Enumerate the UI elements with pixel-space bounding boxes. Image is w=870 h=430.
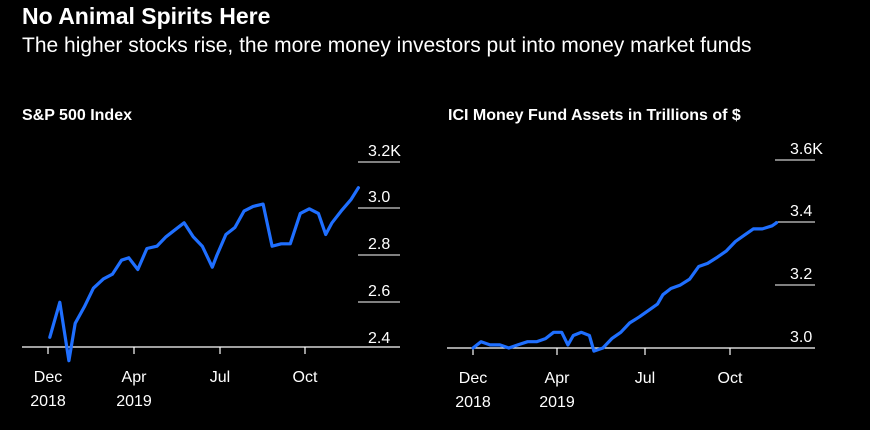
y-tick-label: 3.0 [790, 329, 812, 346]
chart-subtitle: The higher stocks rise, the more money i… [22, 34, 752, 57]
x-tick-label: Oct [293, 369, 318, 386]
x-tick-year-label: 2018 [455, 394, 491, 411]
x-tick-year-label: 2018 [30, 393, 66, 410]
y-tick-label: 2.4 [368, 330, 390, 347]
x-tick-label: Dec [459, 370, 487, 387]
x-tick-label: Jul [635, 370, 655, 387]
right-panel-title: ICI Money Fund Assets in Trillions of $ [448, 107, 741, 124]
x-tick-label: Dec [34, 369, 62, 386]
x-tick-year-label: 2019 [116, 393, 152, 410]
x-tick-label: Jul [210, 369, 230, 386]
chart-title: No Animal Spirits Here [22, 3, 271, 29]
x-tick-label: Apr [545, 370, 571, 387]
y-tick-label: 2.8 [368, 236, 390, 253]
sp500-line [48, 186, 360, 363]
y-tick-label: 3.4 [790, 203, 812, 220]
y-tick-label: 3.2K [368, 143, 401, 160]
y-tick-label: 2.6 [368, 283, 390, 300]
left-panel-title: S&P 500 Index [22, 107, 132, 124]
y-tick-label: 3.0 [368, 189, 390, 206]
money-fund-line [471, 221, 779, 353]
y-tick-label: 3.6K [790, 141, 823, 158]
x-tick-label: Apr [122, 369, 148, 386]
y-tick-label: 3.2 [790, 266, 812, 283]
x-tick-label: Oct [718, 370, 743, 387]
x-tick-year-label: 2019 [539, 394, 575, 411]
